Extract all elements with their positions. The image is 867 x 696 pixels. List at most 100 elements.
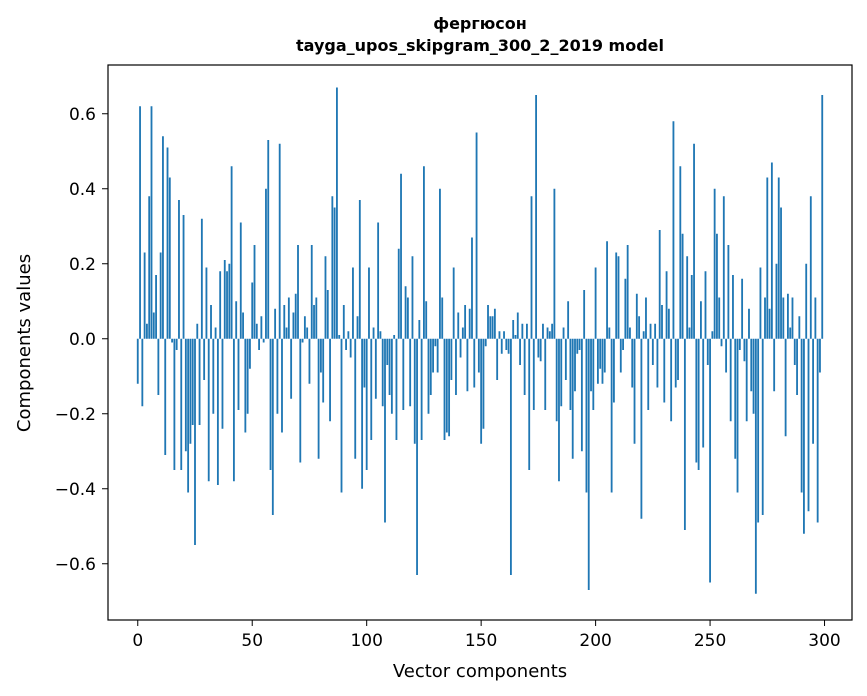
x-tick-label: 200 <box>579 631 611 651</box>
bar <box>610 338 613 493</box>
bar <box>784 338 787 437</box>
bar <box>475 132 478 339</box>
bar <box>347 331 350 339</box>
bar <box>619 338 622 373</box>
bar <box>743 338 746 362</box>
bar <box>578 338 581 350</box>
bar <box>326 290 329 339</box>
bar <box>786 293 789 339</box>
bar <box>617 256 620 339</box>
y-tick-label: −0.6 <box>55 555 96 575</box>
bar <box>301 338 304 343</box>
bar <box>768 308 771 339</box>
bar <box>216 338 219 485</box>
bar <box>322 338 325 403</box>
bar <box>173 338 176 470</box>
bar <box>642 331 645 339</box>
bar <box>480 338 483 444</box>
bar <box>716 233 718 339</box>
bar <box>548 331 551 339</box>
bar <box>290 338 293 399</box>
bar <box>221 338 224 429</box>
x-tick-label: 100 <box>350 631 382 651</box>
bar <box>319 338 322 373</box>
bar <box>773 338 776 392</box>
bar <box>377 222 380 339</box>
bar <box>370 338 373 440</box>
bar <box>425 301 428 339</box>
bar <box>800 338 803 493</box>
bar <box>489 316 492 339</box>
bar <box>283 305 286 339</box>
x-tick-label: 250 <box>694 631 726 651</box>
bar <box>292 312 295 339</box>
bar <box>695 338 698 463</box>
bar <box>212 338 215 414</box>
bar <box>262 338 265 343</box>
bar <box>487 305 489 339</box>
bar <box>336 87 338 339</box>
bar <box>574 338 576 392</box>
y-axis-label: Components values <box>14 254 35 432</box>
bar <box>249 338 251 369</box>
bar <box>809 196 812 339</box>
bar <box>418 320 421 339</box>
bar <box>514 335 517 339</box>
bar <box>661 305 663 339</box>
bar <box>349 338 352 358</box>
bar <box>615 252 618 339</box>
bar <box>157 338 160 395</box>
bar <box>656 338 659 388</box>
bar <box>384 338 386 523</box>
bar <box>782 297 785 339</box>
bar <box>265 188 267 339</box>
bar <box>780 207 782 339</box>
bar <box>409 338 412 407</box>
bar <box>624 278 627 339</box>
bar <box>159 252 162 339</box>
bar <box>143 252 146 339</box>
bar <box>580 338 583 452</box>
y-axis: −0.6 −0.4 −0.2 0.0 0.2 0.4 0.6 <box>55 105 108 575</box>
bar <box>168 177 171 339</box>
bar <box>816 338 819 523</box>
bar <box>473 338 476 388</box>
bar <box>457 312 460 339</box>
bar <box>553 188 556 339</box>
bar <box>198 338 201 425</box>
bar <box>333 207 336 339</box>
bar <box>461 327 464 339</box>
bar <box>555 338 558 422</box>
bar <box>803 338 805 534</box>
bar <box>585 338 588 493</box>
bar <box>187 338 190 493</box>
bar <box>287 297 290 339</box>
bar <box>178 200 180 339</box>
bar <box>297 245 299 339</box>
bar <box>814 297 817 339</box>
bar <box>764 297 766 339</box>
bar <box>775 263 778 339</box>
bar <box>583 290 586 339</box>
bar <box>645 297 647 339</box>
bar <box>294 293 297 339</box>
bar <box>736 338 739 493</box>
bar <box>260 316 263 339</box>
bar <box>729 338 732 422</box>
bar <box>807 338 810 512</box>
bar <box>601 338 604 384</box>
bar <box>239 222 242 339</box>
bar <box>184 338 187 452</box>
bar <box>434 338 437 347</box>
bar <box>278 143 281 339</box>
bar <box>210 305 212 339</box>
bar <box>709 338 711 583</box>
bar <box>436 338 439 373</box>
bar <box>468 308 471 339</box>
bar <box>162 136 164 339</box>
bar <box>493 308 496 339</box>
bar <box>571 338 574 459</box>
bar <box>638 316 641 339</box>
y-tick-label: 0.2 <box>69 255 96 275</box>
